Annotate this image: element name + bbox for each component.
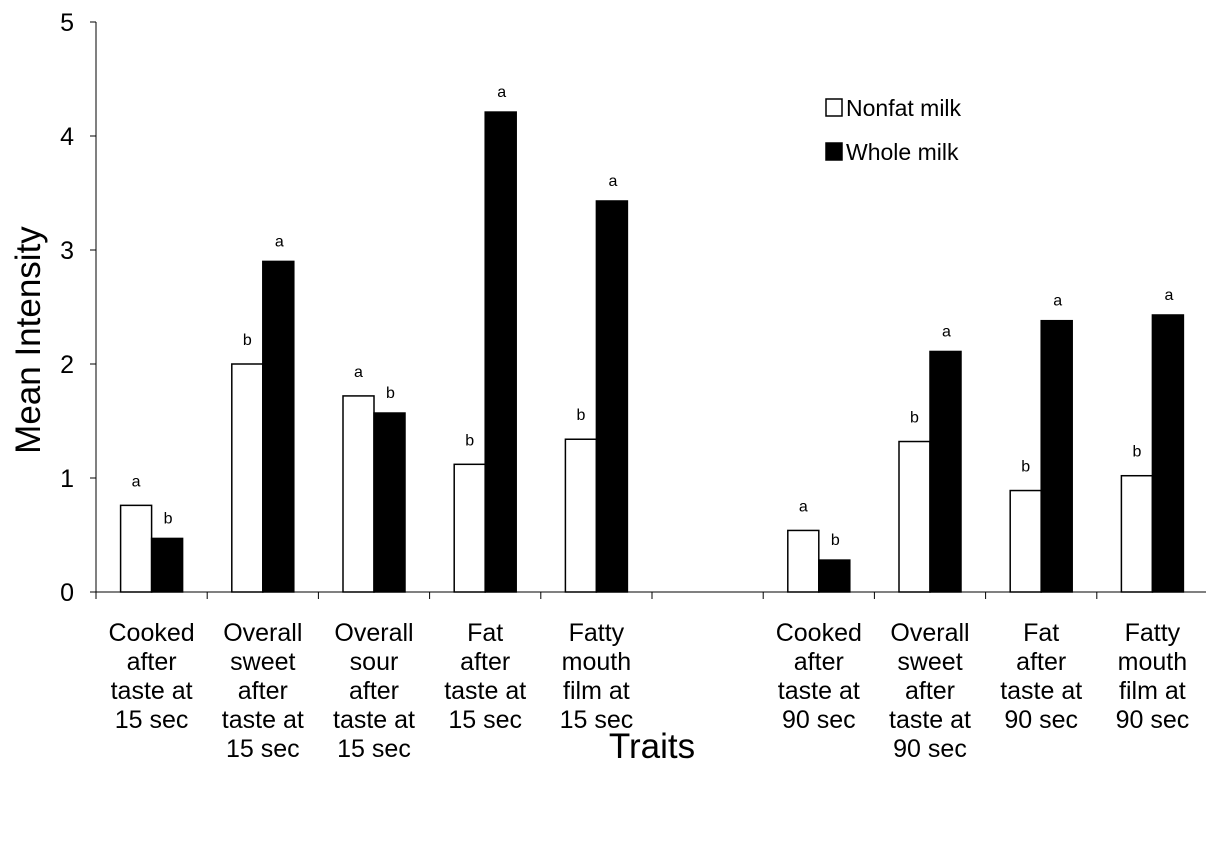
bar-whole-milk [1151, 314, 1185, 593]
x-tick-label: Cooked [109, 619, 195, 647]
legend-swatch-nonfat [825, 98, 843, 117]
data-label: b [164, 510, 173, 527]
bar-whole-milk [150, 537, 184, 593]
bar-whole-milk [484, 111, 517, 593]
bar-nonfat-milk [119, 504, 153, 593]
y-tick-label: 4 [60, 123, 74, 151]
bar-nonfat-milk [231, 363, 264, 593]
data-label: b [910, 410, 919, 427]
x-tick-label: 15 sec [448, 706, 522, 734]
bar-whole-milk [1040, 319, 1073, 593]
data-label: b [831, 532, 840, 549]
x-tick-label: after [238, 677, 288, 705]
x-tick-label: taste at [889, 706, 971, 734]
data-label: b [1021, 459, 1030, 476]
x-tick-label: 15 sec [337, 735, 411, 763]
x-tick-label: sour [350, 648, 399, 676]
y-tick-label: 5 [60, 9, 74, 37]
data-label: a [354, 364, 363, 381]
x-tick-label: 90 sec [893, 735, 967, 763]
x-tick-label: Cooked [776, 619, 862, 647]
x-tick-label: taste at [333, 706, 415, 734]
bar-nonfat-milk [1009, 489, 1042, 593]
x-tick-label: 90 sec [782, 706, 856, 734]
x-tick-label: taste at [444, 677, 526, 705]
y-tick-label: 0 [60, 579, 74, 607]
x-tick-label: Fatty [1125, 619, 1181, 647]
x-tick-label: 15 sec [226, 735, 300, 763]
x-tick-label: 15 sec [115, 706, 189, 734]
x-tick-label: taste at [778, 677, 860, 705]
x-tick-label: mouth [1118, 648, 1187, 676]
bar-nonfat-milk [898, 440, 931, 593]
data-label: b [465, 432, 474, 449]
x-tick-label: Overall [334, 619, 413, 647]
x-tick-label: after [349, 677, 399, 705]
y-axis-title: Mean Intensity [9, 226, 48, 454]
bar-whole-milk [262, 260, 295, 593]
data-label: a [1053, 293, 1062, 310]
bar-nonfat-milk [564, 438, 598, 593]
x-tick-label: after [460, 648, 510, 676]
bar-nonfat-milk [787, 529, 820, 593]
data-label: a [497, 84, 506, 101]
data-label: a [608, 173, 617, 190]
x-tick-label: mouth [562, 648, 631, 676]
bar-nonfat-milk [342, 395, 375, 593]
data-label: a [799, 498, 808, 515]
bar-whole-milk [929, 350, 962, 593]
x-tick-label: taste at [111, 677, 193, 705]
bar-nonfat-milk [1120, 474, 1154, 593]
y-tick-label: 2 [60, 351, 74, 379]
x-tick-label: film at [563, 677, 630, 705]
x-tick-label: sweet [897, 648, 962, 676]
x-tick-label: after [127, 648, 177, 676]
bar-nonfat-milk [453, 463, 486, 593]
x-axis-title: Traits [609, 727, 695, 766]
x-tick-label: Fat [1023, 619, 1059, 647]
data-label: b [1132, 444, 1141, 461]
x-tick-label: Fat [467, 619, 503, 647]
data-label: b [243, 332, 252, 349]
data-label: b [576, 407, 585, 424]
x-tick-label: Overall [223, 619, 302, 647]
y-tick-label: 3 [60, 237, 74, 265]
x-tick-label: Fatty [569, 619, 625, 647]
bar-whole-milk [595, 200, 629, 593]
x-tick-label: after [1016, 648, 1066, 676]
x-tick-label: after [905, 677, 955, 705]
x-tick-label: 15 sec [560, 706, 634, 734]
data-label: a [942, 323, 951, 340]
data-label: a [132, 473, 141, 490]
x-tick-label: after [794, 648, 844, 676]
y-tick-label: 1 [60, 465, 74, 493]
legend-swatch-whole [825, 142, 843, 161]
data-label: a [275, 233, 284, 250]
x-tick-label: taste at [1000, 677, 1082, 705]
legend-label-nonfat: Nonfat milk [846, 95, 962, 121]
bar-whole-milk [818, 559, 851, 593]
data-label: a [1164, 287, 1173, 304]
bar-whole-milk [373, 412, 406, 593]
x-tick-label: 90 sec [1004, 706, 1078, 734]
legend: Nonfat milk Whole milk [825, 95, 962, 165]
data-label: b [386, 385, 395, 402]
x-tick-label: 90 sec [1116, 706, 1190, 734]
x-tick-label: Overall [890, 619, 969, 647]
x-tick-label: sweet [230, 648, 295, 676]
x-tick-label: taste at [222, 706, 304, 734]
x-tick-label: film at [1119, 677, 1186, 705]
legend-label-whole: Whole milk [846, 139, 959, 165]
